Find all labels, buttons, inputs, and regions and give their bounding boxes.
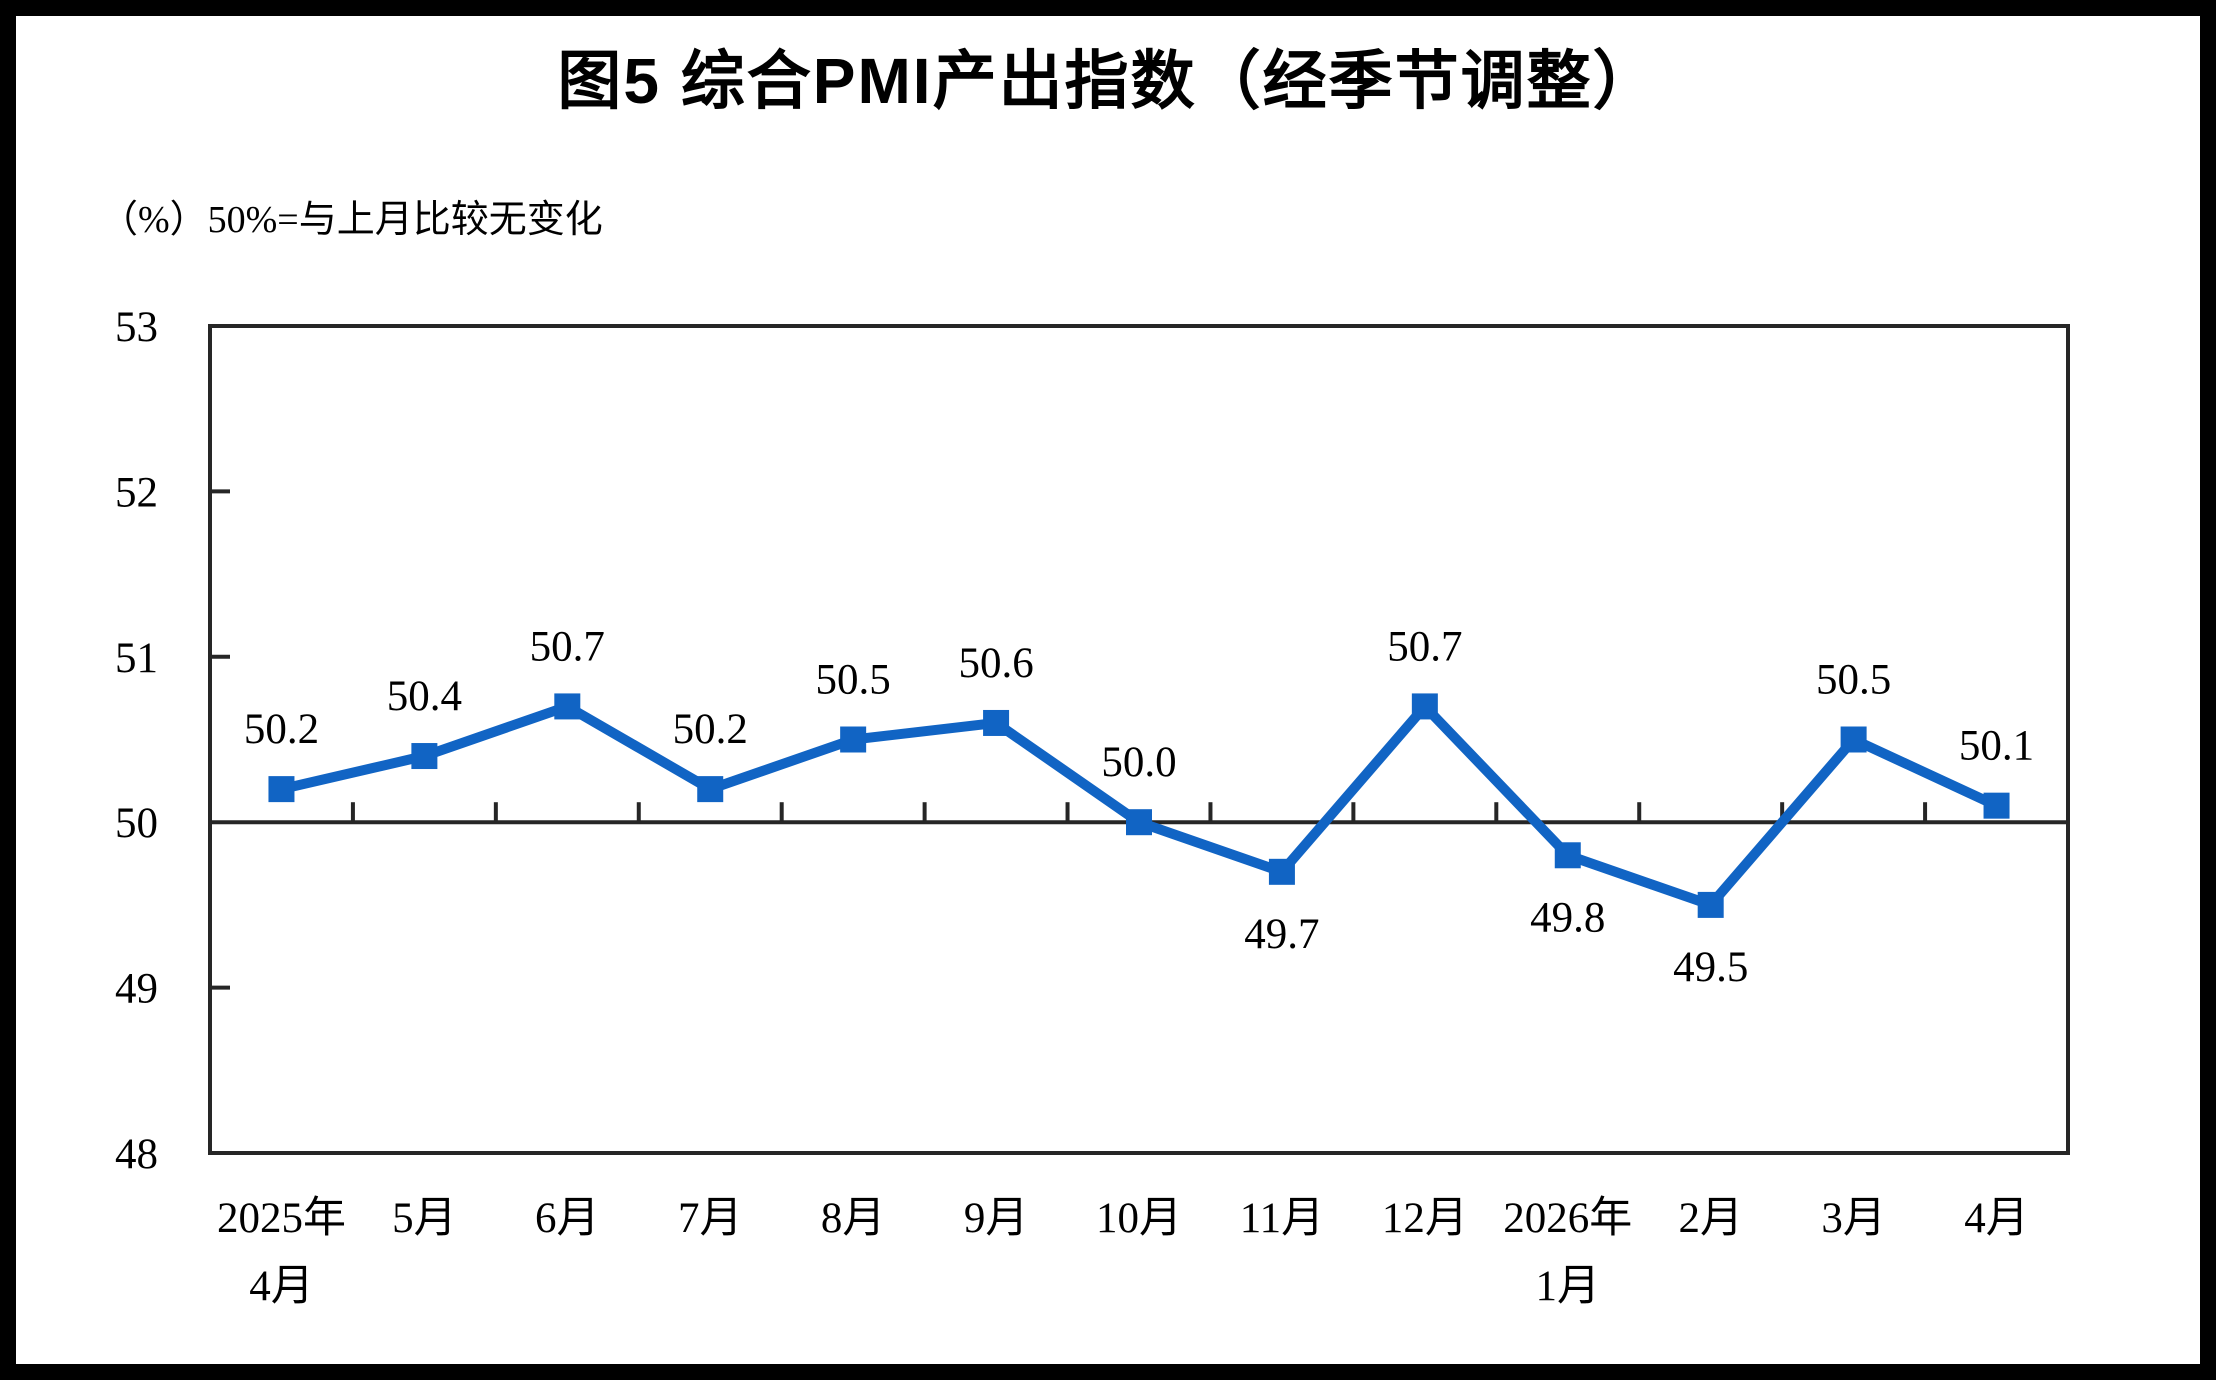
x-axis-label: 4月 bbox=[1964, 1195, 2029, 1242]
x-axis-label: 7月 bbox=[678, 1195, 743, 1242]
series-line bbox=[280, 698, 1999, 911]
y-axis-label: 51 bbox=[115, 635, 158, 682]
plot-frame bbox=[208, 324, 2070, 1155]
x-axis-label: 10月 bbox=[1096, 1195, 1182, 1242]
data-point-marker bbox=[1697, 891, 1724, 918]
unit-note-label: （%）50%=与上月比较无变化 bbox=[100, 199, 603, 241]
y-axis-label: 52 bbox=[115, 469, 158, 516]
x-axis-label: 4月 bbox=[249, 1263, 314, 1310]
chart-title: 图5 综合PMI产出指数（经季节调整） bbox=[557, 45, 1659, 117]
data-label: 50.7 bbox=[1387, 623, 1462, 670]
x-axis-label: 12月 bbox=[1382, 1195, 1468, 1242]
data-label: 50.2 bbox=[244, 706, 319, 753]
x-axis-label: 1月 bbox=[1536, 1263, 1601, 1310]
data-label: 49.7 bbox=[1244, 911, 1319, 958]
data-point-marker bbox=[554, 693, 581, 720]
data-point-marker bbox=[840, 726, 867, 753]
data-label: 50.6 bbox=[958, 640, 1033, 687]
data-label: 49.5 bbox=[1673, 944, 1748, 991]
data-label: 50.2 bbox=[673, 706, 748, 753]
x-axis-label: 6月 bbox=[535, 1195, 600, 1242]
x-axis-label: 2025年 bbox=[217, 1195, 346, 1242]
data-point-marker bbox=[268, 776, 295, 803]
data-point-marker bbox=[697, 776, 724, 803]
data-label: 50.5 bbox=[1816, 657, 1891, 704]
y-axis-label: 53 bbox=[115, 304, 158, 351]
data-label: 50.0 bbox=[1101, 739, 1176, 786]
x-axis-label: 11月 bbox=[1240, 1195, 1324, 1242]
x-axis-label: 5月 bbox=[392, 1195, 457, 1242]
data-point-marker bbox=[1411, 693, 1438, 720]
data-label: 50.7 bbox=[530, 623, 605, 670]
data-label: 50.4 bbox=[387, 673, 462, 720]
y-axis-label: 48 bbox=[115, 1131, 158, 1178]
data-point-marker bbox=[411, 743, 438, 770]
data-point-marker bbox=[1268, 858, 1295, 885]
y-axis-label: 50 bbox=[115, 800, 158, 847]
x-axis-label: 2026年 bbox=[1503, 1195, 1632, 1242]
data-label: 50.5 bbox=[816, 657, 891, 704]
x-axis-label: 2月 bbox=[1678, 1195, 1743, 1242]
data-point-marker bbox=[1840, 726, 1867, 753]
x-axis-label: 9月 bbox=[964, 1195, 1029, 1242]
pmi-line-chart: 48 49 50 51 52 53 50.2 50.4 50.7 50.2 50.5 50.6 50.0… bbox=[115, 304, 2070, 1310]
data-point-marker bbox=[1554, 842, 1581, 869]
data-point-marker bbox=[983, 709, 1010, 736]
data-point-marker bbox=[1126, 809, 1152, 836]
x-axis-label: 8月 bbox=[821, 1195, 886, 1242]
data-label: 50.1 bbox=[1959, 723, 2034, 770]
data-point-marker bbox=[1983, 792, 2010, 819]
data-label: 49.8 bbox=[1530, 894, 1605, 941]
y-axis-label: 49 bbox=[115, 966, 158, 1013]
x-axis-label: 3月 bbox=[1821, 1195, 1886, 1242]
